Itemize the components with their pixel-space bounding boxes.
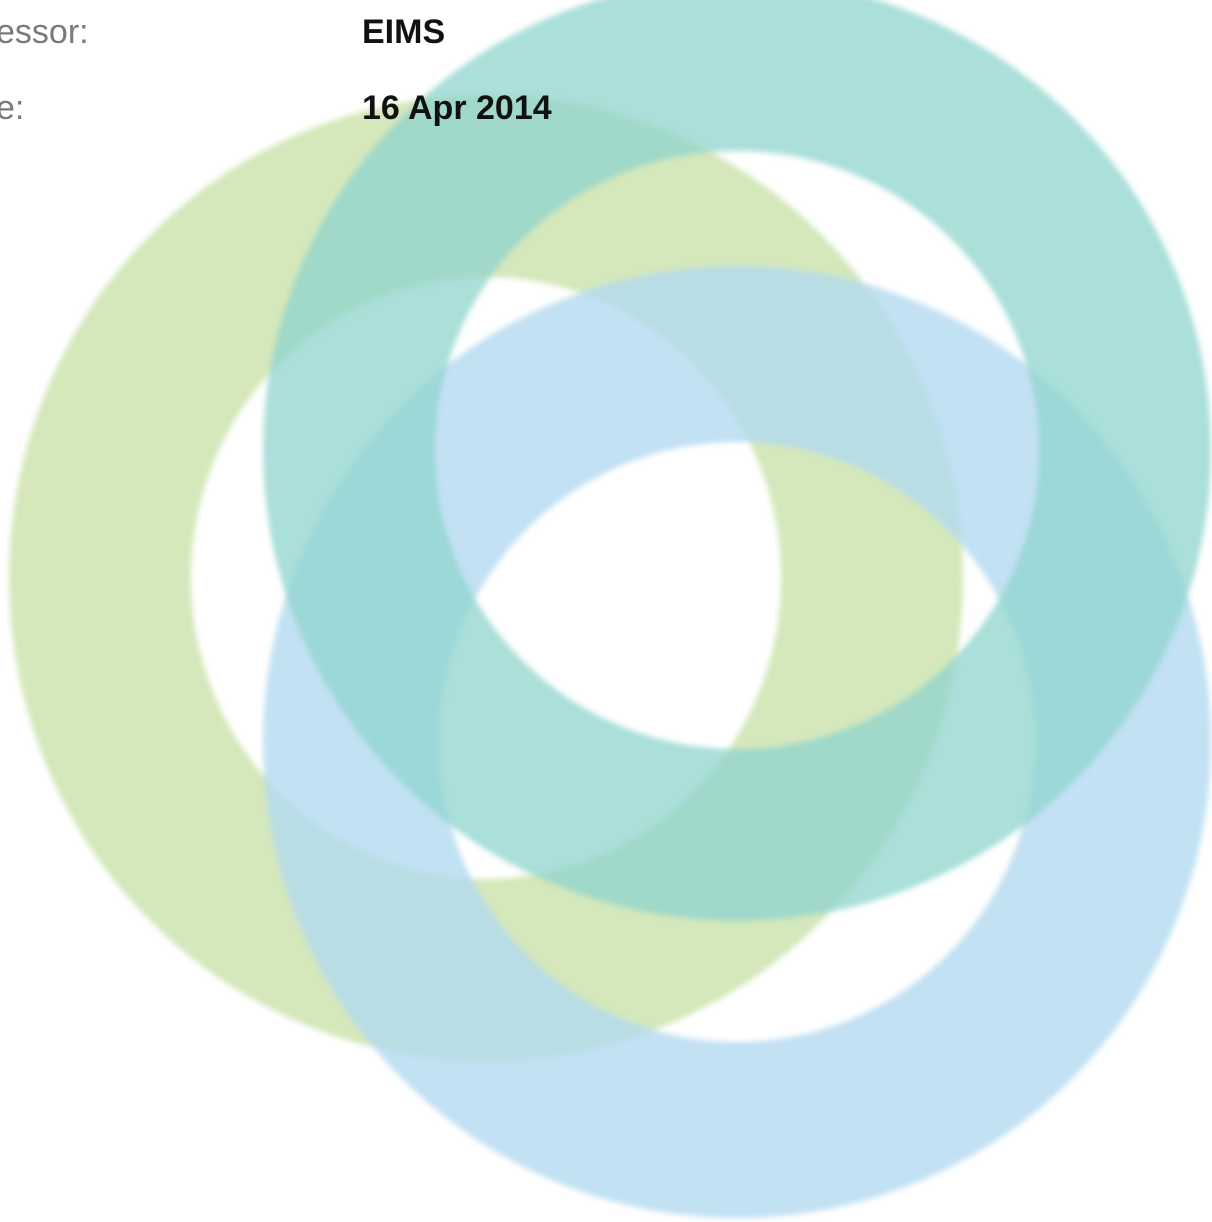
field-value: EIMS: [362, 12, 445, 52]
field-label: e:: [0, 88, 24, 128]
document: essor: EIMS e: 16 Apr 2014 (() => { cons…: [0, 0, 1212, 1222]
logo-rings: [0, 0, 1212, 1222]
field-label: essor:: [0, 12, 89, 52]
page: Document {"fields": [{"label": "essor:",…: [0, 0, 1212, 1222]
field-value: 16 Apr 2014: [362, 88, 552, 128]
